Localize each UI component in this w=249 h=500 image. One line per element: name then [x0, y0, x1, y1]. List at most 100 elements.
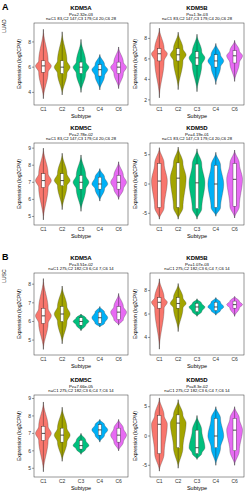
x-tick-label: C3	[78, 356, 85, 362]
y-tick	[32, 284, 34, 285]
x-tick-label: C1	[156, 106, 163, 112]
median	[177, 54, 180, 55]
median	[177, 423, 180, 424]
plot-area	[150, 143, 244, 225]
box	[61, 174, 64, 186]
box	[61, 307, 64, 322]
box	[117, 307, 120, 320]
panel-label: B	[2, 252, 9, 262]
x-tick-label: C4	[213, 106, 220, 112]
y-tick	[32, 450, 34, 451]
y-tick-label: 4	[28, 89, 31, 95]
violin	[36, 29, 52, 98]
y-axis-label: Expression (log2CPM)	[16, 39, 22, 89]
median	[79, 445, 82, 446]
subplot: KDM5APv=2.32e-03n=C1 83,C2 147,C3 179,C4…	[16, 5, 128, 119]
y-tick-label: 8	[144, 35, 147, 41]
box	[98, 65, 101, 76]
x-axis-label: Subtype	[187, 363, 207, 369]
box	[42, 308, 45, 323]
violin	[36, 279, 52, 350]
violin	[170, 400, 186, 469]
y-tick-label: 8	[28, 162, 31, 168]
violin	[73, 39, 89, 92]
median	[79, 182, 82, 183]
y-axis-label: Expression (log2CPM)	[16, 159, 22, 209]
y-tick	[148, 337, 150, 338]
x-tick-label: C2	[59, 106, 66, 112]
median	[233, 179, 236, 180]
box	[79, 62, 82, 73]
subplot: KDM5BPv=1.3e-03n=C1 83,C2 147,C3 179,C4 …	[132, 5, 244, 119]
x-tick-label: C3	[78, 106, 85, 112]
y-tick-label: 0	[144, 433, 147, 439]
violin	[227, 296, 243, 316]
y-tick-label: 2	[144, 97, 147, 103]
median	[195, 447, 198, 448]
median	[42, 433, 45, 434]
marks	[36, 29, 127, 98]
marks	[36, 279, 127, 350]
y-tick	[148, 314, 150, 315]
median	[61, 314, 64, 315]
box	[233, 51, 236, 63]
y-tick	[32, 67, 34, 68]
box	[195, 52, 198, 65]
whisker	[159, 279, 160, 349]
violin	[189, 34, 205, 91]
x-tick-label: C2	[59, 478, 66, 484]
annotation: n=C1 275,C2 182,C3 6,C4 7,C6 14	[164, 266, 230, 271]
x-tick-label: C4	[97, 106, 104, 112]
chart-title: KDM5C	[70, 125, 92, 131]
plot-area	[34, 273, 128, 355]
violin	[73, 155, 89, 211]
violin	[208, 44, 224, 85]
y-tick	[148, 184, 150, 185]
y-axis-label: Expression (log2CPM)	[16, 289, 22, 339]
x-tick-label: C1	[156, 226, 163, 232]
annotation: n=C1 275,C2 182,C3 6,C4 7,C6 14	[48, 388, 114, 393]
violin	[54, 32, 70, 95]
box	[98, 177, 101, 189]
x-tick-label: C1	[40, 106, 47, 112]
box	[61, 61, 64, 74]
x-tick-label: C2	[175, 106, 182, 112]
y-tick	[32, 92, 34, 93]
y-tick	[148, 406, 150, 407]
y-tick	[148, 38, 150, 39]
box	[42, 61, 45, 72]
y-tick-label: 6	[144, 311, 147, 317]
figure: ALUADBLUSCKDM5APv=2.32e-03n=C1 83,C2 147…	[0, 0, 249, 500]
box	[98, 425, 101, 435]
subplot: KDM5APv=3.51e-02n=C1 275,C2 182,C3 6,C4 …	[16, 255, 128, 369]
box	[117, 428, 120, 442]
median	[233, 304, 236, 305]
median	[117, 182, 120, 183]
median	[79, 321, 82, 322]
box	[214, 302, 217, 310]
y-tick	[32, 468, 34, 469]
violin	[36, 148, 52, 220]
y-tick-label: 6	[28, 318, 31, 324]
violin	[170, 32, 186, 89]
median	[98, 317, 101, 318]
chart-title: KDM5C	[70, 377, 92, 383]
plot-area	[150, 23, 244, 105]
y-tick-label: 8	[144, 287, 147, 293]
plot-frame	[150, 273, 244, 355]
violin	[170, 147, 186, 219]
y-axis-label: Expression (log2CPM)	[132, 159, 138, 209]
subplot: KDM5CPv=2.78e-02n=C1 83,C2 147,C3 179,C4…	[16, 125, 128, 239]
y-tick	[32, 340, 34, 341]
violin	[152, 279, 168, 349]
y-tick	[32, 302, 34, 303]
x-tick-label: C3	[78, 226, 85, 232]
violin	[92, 55, 108, 90]
box	[158, 416, 161, 454]
y-tick	[148, 436, 150, 437]
y-tick-label: -5	[143, 210, 148, 216]
plot-area	[34, 395, 128, 477]
y-tick	[32, 182, 34, 183]
marks	[152, 147, 243, 219]
panel-label: A	[2, 2, 9, 12]
